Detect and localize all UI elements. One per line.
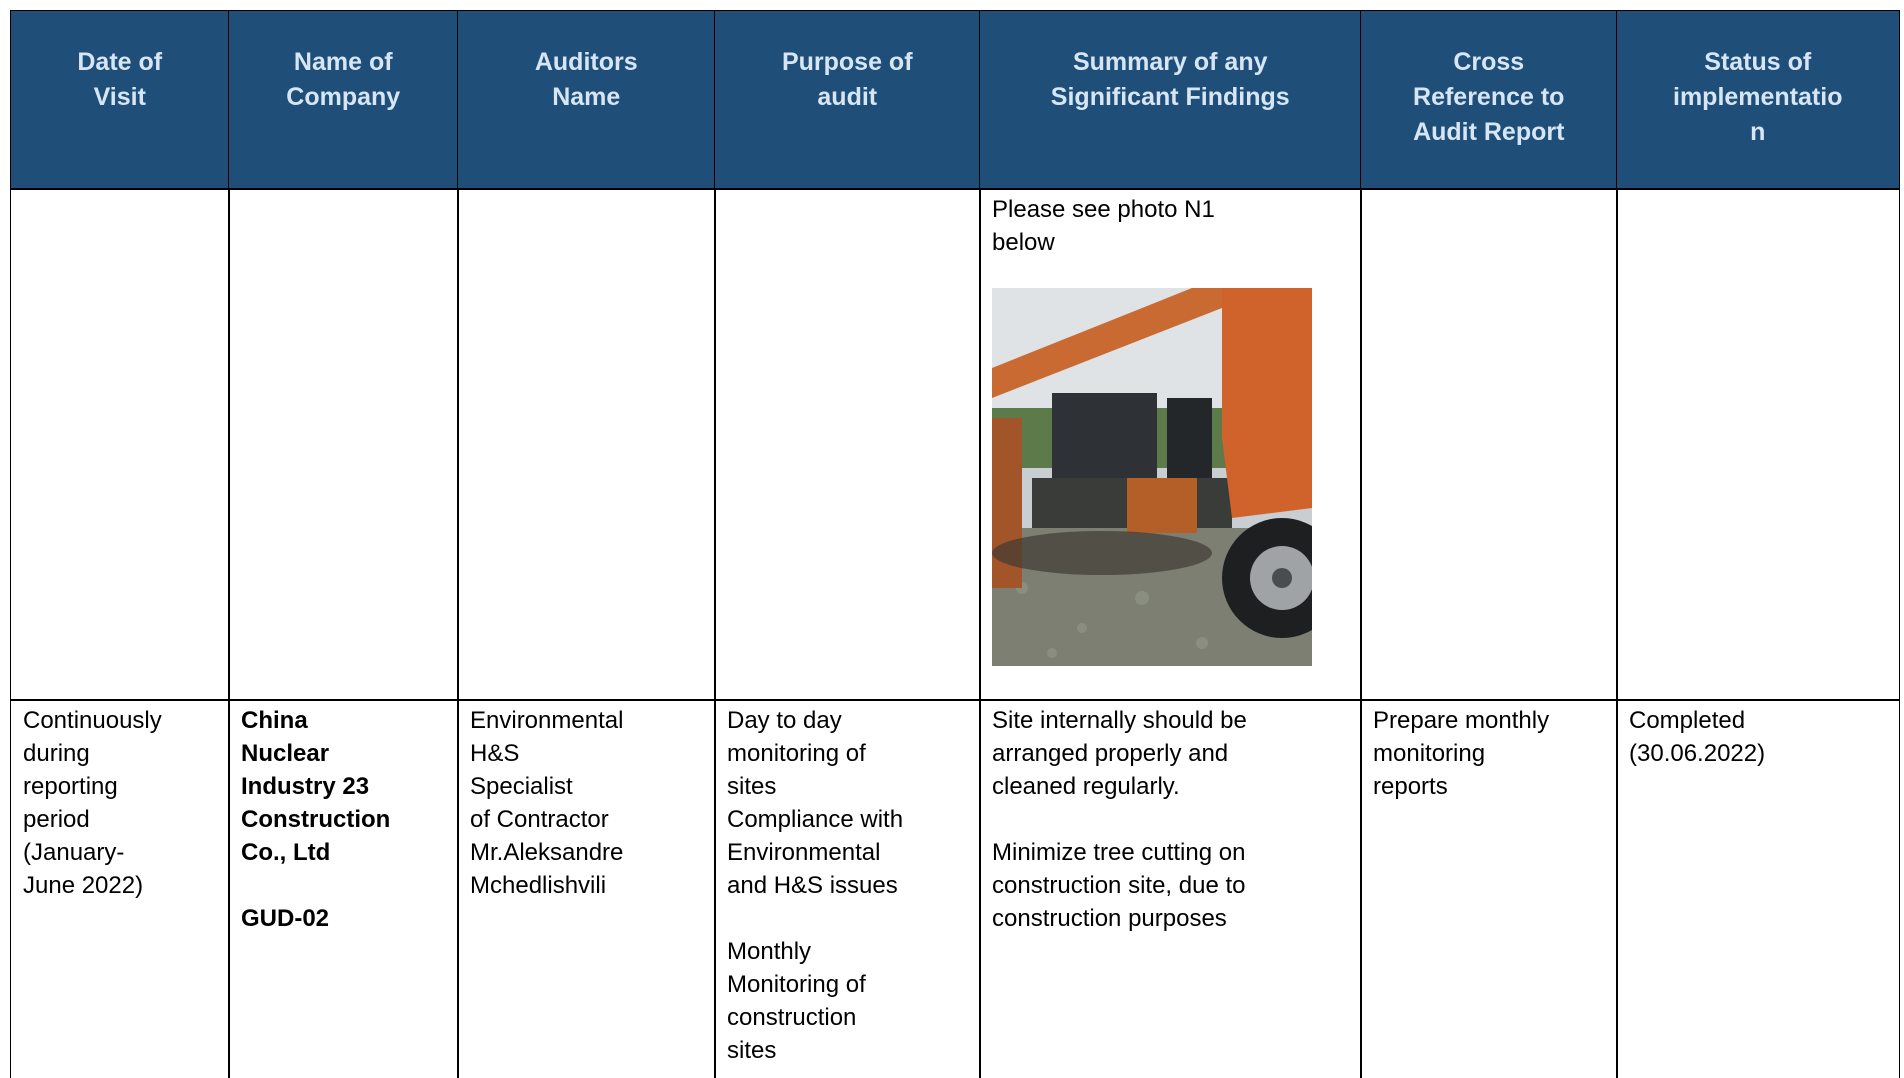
table-cell: Continuously during reporting period (Januar…: [10, 699, 230, 1078]
cell-text: (January-: [23, 839, 125, 866]
table-cell: Please see photo N1 below: [979, 188, 1362, 701]
header-text: Summary of any: [1072, 48, 1268, 76]
header-cell: Summary of any Significant Findings: [979, 10, 1362, 190]
cell-text: Please see photo N1: [992, 196, 1215, 223]
cell-text: Prepare monthly: [1373, 707, 1550, 734]
cell-text: Completed: [1629, 707, 1746, 734]
paragraph: Completed (30.06.2022): [1629, 704, 1889, 770]
header-text: Purpose of: [781, 48, 913, 76]
cell-text: construction: [727, 1004, 857, 1031]
site-photo: [992, 288, 1312, 666]
header-text: Visit: [93, 83, 146, 111]
cell-text: period: [23, 806, 90, 833]
header-text: Significant Findings: [1050, 83, 1290, 111]
cell-text: during: [23, 740, 90, 767]
cell-text: Nuclear: [241, 740, 330, 767]
table-cell: [1360, 188, 1618, 701]
header-text: Name of: [293, 48, 393, 76]
cell-text: GUD-02: [241, 905, 330, 932]
cell-text: sites: [727, 1037, 777, 1064]
header-cell: Status of implementatio n: [1616, 10, 1900, 190]
table-cell: Prepare monthly monitoring reports: [1360, 699, 1618, 1078]
cell-text: (30.06.2022): [1629, 740, 1766, 767]
header-text: audit: [817, 83, 878, 111]
table-cell: Day to day monitoring of sites Compliance w…: [714, 699, 981, 1078]
table-cell: [714, 188, 981, 701]
paragraph: Monthly Monitoring of construction sites: [727, 935, 970, 1067]
cell-text: Environmental: [470, 707, 624, 734]
header-text: Name: [552, 83, 621, 111]
cell-text: cleaned regularly.: [992, 773, 1180, 800]
cell-text: of Contractor: [470, 806, 609, 833]
header-text: Company: [286, 83, 401, 111]
paragraph: Continuously during reporting period (Januar…: [23, 704, 219, 902]
header-text: Cross: [1453, 48, 1525, 76]
cell-text: Industry 23: [241, 773, 370, 800]
paragraph: Environmental H&S Specialist of Contractor M…: [470, 704, 705, 902]
cell-text: arranged properly and: [992, 740, 1229, 767]
header-text: Audit Report: [1413, 118, 1565, 146]
paragraph: Prepare monthly monitoring reports: [1373, 704, 1607, 803]
cell-text: reports: [1373, 773, 1448, 800]
cell-text: Co., Ltd: [241, 839, 331, 866]
table-cell: Completed (30.06.2022): [1616, 699, 1900, 1078]
cell-text: Monitoring of: [727, 971, 866, 998]
paragraph: Minimize tree cutting on construction sit…: [992, 836, 1351, 935]
header-cell: Auditors Name: [457, 10, 716, 190]
cell-text: Continuously: [23, 707, 162, 734]
table-cell: [457, 188, 716, 701]
cell-text: below: [992, 229, 1055, 256]
cell-text: Mr.Aleksandre: [470, 839, 624, 866]
header-text: Reference to: [1413, 83, 1565, 111]
cell-text: Construction: [241, 806, 391, 833]
cell-text: Day to day: [727, 707, 842, 734]
table-cell: [1616, 188, 1900, 701]
table-cell: Site internally should be arranged proper…: [979, 699, 1362, 1078]
header-text: Date of: [77, 48, 163, 76]
cell-text: Mchedlishvili: [470, 872, 607, 899]
cell-text: Compliance with: [727, 806, 904, 833]
header-text: Auditors: [534, 48, 638, 76]
table-cell: [10, 188, 230, 701]
cell-text: monitoring: [1373, 740, 1486, 767]
table-cell: [228, 188, 459, 701]
header-text: implementatio: [1673, 83, 1843, 111]
cell-text: Specialist: [470, 773, 573, 800]
cell-text: sites: [727, 773, 777, 800]
cell-text: and H&S issues: [727, 872, 898, 899]
paragraph: China Nuclear Industry 23 Construction Co., …: [241, 704, 448, 869]
table-cell: Environmental H&S Specialist of Contractor M…: [457, 699, 716, 1078]
header-cell: Purpose of audit: [714, 10, 981, 190]
header-cell: Date of Visit: [10, 10, 230, 190]
cell-text: June 2022): [23, 872, 144, 899]
cell-text: monitoring of: [727, 740, 866, 767]
header-cell: Cross Reference to Audit Report: [1360, 10, 1618, 190]
paragraph: Site internally should be arranged proper…: [992, 704, 1351, 803]
paragraph: Day to day monitoring of sites Compliance w…: [727, 704, 970, 902]
header-cell: Name of Company: [228, 10, 459, 190]
paragraph: Please see photo N1 below: [992, 193, 1351, 259]
cell-text: Minimize tree cutting on: [992, 839, 1246, 866]
cell-text: Monthly: [727, 938, 812, 965]
cell-text: H&S: [470, 740, 520, 767]
header-text: n: [1750, 118, 1766, 146]
cell-text: reporting: [23, 773, 118, 800]
table-cell: China Nuclear Industry 23 Construction Co., …: [228, 699, 459, 1078]
cell-text: Site internally should be: [992, 707, 1247, 734]
header-text: Status of: [1704, 48, 1812, 76]
cell-text: Environmental: [727, 839, 881, 866]
cell-text: China: [241, 707, 308, 734]
cell-text: construction site, due to: [992, 872, 1246, 899]
cell-text: construction purposes: [992, 905, 1227, 932]
paragraph: GUD-02: [241, 902, 448, 935]
